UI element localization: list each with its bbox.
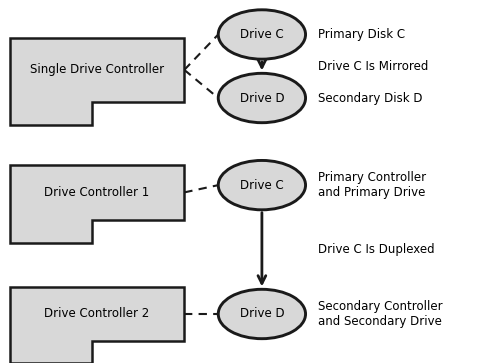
Text: Drive Controller 1: Drive Controller 1 [44, 186, 150, 199]
Text: Secondary Disk D: Secondary Disk D [317, 91, 421, 105]
Polygon shape [10, 165, 184, 243]
Text: Drive D: Drive D [239, 91, 284, 105]
Text: Drive Controller 2: Drive Controller 2 [44, 307, 150, 321]
Text: Primary Disk C: Primary Disk C [317, 28, 404, 41]
Ellipse shape [218, 73, 305, 123]
Text: Secondary Controller
and Secondary Drive: Secondary Controller and Secondary Drive [317, 300, 441, 328]
Ellipse shape [218, 289, 305, 339]
Ellipse shape [218, 160, 305, 210]
Ellipse shape [218, 10, 305, 59]
Text: Drive C Is Mirrored: Drive C Is Mirrored [317, 60, 427, 73]
Text: Drive C Is Duplexed: Drive C Is Duplexed [317, 243, 433, 256]
Polygon shape [10, 38, 184, 125]
Text: Drive C: Drive C [240, 28, 283, 41]
Text: Primary Controller
and Primary Drive: Primary Controller and Primary Drive [317, 171, 425, 199]
Text: Single Drive Controller: Single Drive Controller [30, 64, 164, 76]
Text: Drive D: Drive D [239, 307, 284, 321]
Text: Drive C: Drive C [240, 179, 283, 192]
Polygon shape [10, 287, 184, 363]
